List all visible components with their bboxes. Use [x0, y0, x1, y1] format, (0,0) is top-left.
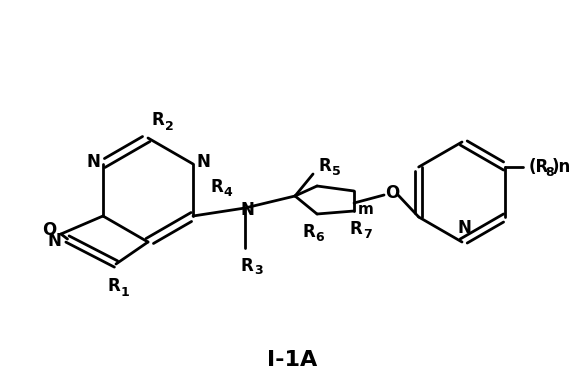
Text: N: N	[457, 219, 471, 237]
Text: 7: 7	[363, 228, 371, 240]
Text: N: N	[86, 153, 100, 171]
Text: I-1A: I-1A	[267, 350, 317, 370]
Text: N: N	[47, 232, 61, 250]
Text: N: N	[196, 153, 210, 171]
Text: R: R	[350, 220, 363, 238]
Text: R: R	[240, 257, 253, 275]
Text: R: R	[319, 157, 332, 175]
Text: N: N	[240, 201, 254, 219]
Text: O: O	[42, 221, 56, 239]
Text: (R: (R	[528, 158, 549, 176]
Text: 1: 1	[121, 286, 129, 298]
Text: R: R	[302, 223, 315, 241]
Text: R: R	[108, 277, 121, 295]
Text: R: R	[152, 111, 164, 129]
Text: 4: 4	[223, 186, 232, 198]
Text: 5: 5	[332, 165, 340, 177]
Text: 8: 8	[545, 165, 554, 179]
Text: 6: 6	[316, 231, 324, 244]
Text: )n: )n	[551, 158, 570, 176]
Text: R: R	[211, 178, 223, 196]
Text: 2: 2	[164, 119, 173, 133]
Text: m: m	[358, 202, 374, 217]
Text: O: O	[385, 184, 399, 202]
Text: 3: 3	[254, 265, 262, 277]
